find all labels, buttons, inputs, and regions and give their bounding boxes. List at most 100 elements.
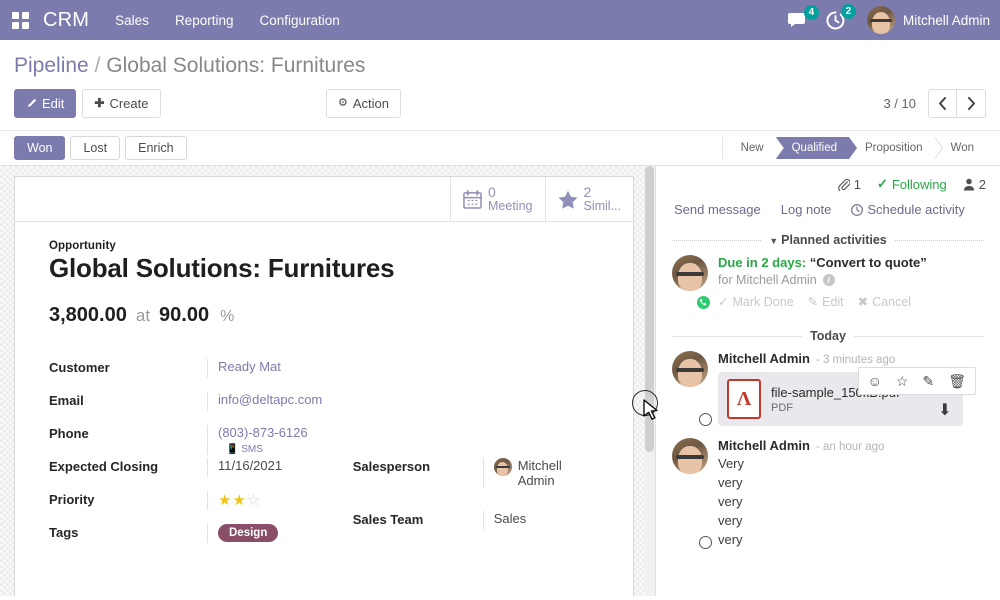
- mobile-icon: 📱: [226, 444, 239, 455]
- stage-new[interactable]: New: [724, 137, 784, 159]
- chatter-topbar: 1 ✓ Following 2: [656, 166, 1000, 196]
- message-item: Mitchell Admin - an hour ago Very very v…: [656, 436, 1000, 559]
- stage-won[interactable]: Won: [934, 137, 986, 159]
- apps-grid-icon[interactable]: [12, 11, 29, 29]
- similar-count: 2: [583, 184, 592, 201]
- following-toggle[interactable]: ✓ Following: [877, 176, 947, 192]
- create-button[interactable]: ✚ Create: [82, 89, 161, 118]
- followers-counter[interactable]: 2: [963, 177, 986, 192]
- clock-icon: [851, 203, 864, 216]
- expected-revenue-row: 3,800.00 at 90.00 %: [49, 304, 599, 327]
- log-note-button[interactable]: Log note: [780, 202, 832, 217]
- form-body: Opportunity Global Solutions: Furnitures…: [15, 222, 633, 567]
- activity-cancel-label: Cancel: [872, 294, 912, 309]
- user-name-label: Mitchell Admin: [902, 12, 990, 28]
- form-column-left: Customer Ready Mat Email info@deltapc.co…: [49, 359, 335, 557]
- star-filled-icon[interactable]: ★: [218, 492, 233, 509]
- star-icon: [558, 190, 577, 209]
- form-fields: Customer Ready Mat Email info@deltapc.co…: [49, 359, 599, 557]
- message-timestamp: - 3 minutes ago: [815, 354, 896, 366]
- send-message-button[interactable]: Send message: [674, 202, 761, 217]
- activity-edit-button[interactable]: ✎ Edit: [808, 294, 844, 310]
- activity-item: Due in 2 days: “Convert to quote” for Mi…: [656, 253, 1000, 317]
- breadcrumb-pipeline[interactable]: Pipeline: [14, 54, 89, 77]
- attachments-counter[interactable]: 1: [837, 176, 861, 192]
- form-scrollbar-thumb[interactable]: [645, 166, 654, 452]
- following-label: Following: [891, 176, 947, 192]
- app-brand-crm[interactable]: CRM: [43, 8, 90, 31]
- message-content: Mitchell Admin - an hour ago Very very v…: [718, 438, 984, 549]
- message-item: Mitchell Admin - 3 minutes ago Λ file-sa…: [656, 349, 1000, 436]
- star-icon[interactable]: ☆: [895, 373, 909, 389]
- divider-line: [894, 239, 984, 241]
- schedule-activity-button[interactable]: Schedule activity: [851, 202, 965, 217]
- today-divider-label: Today: [810, 329, 846, 343]
- field-value-phone[interactable]: (803)-873-6126: [218, 425, 308, 440]
- field-label-sales-team: Sales Team: [352, 512, 424, 527]
- emoji-icon[interactable]: ☺: [867, 373, 882, 389]
- attachments-count: 1: [853, 176, 861, 192]
- mark-done-label: Mark Done: [732, 294, 794, 309]
- action-button[interactable]: ⚙ Action: [326, 89, 402, 118]
- page-title[interactable]: Global Solutions: Furnitures: [49, 253, 395, 283]
- planned-activities-toggle[interactable]: ▼ Planned activities: [769, 233, 887, 247]
- message-header: Mitchell Admin - an hour ago: [718, 438, 984, 453]
- priority-stars[interactable]: ★★☆: [218, 492, 261, 509]
- avatar: [672, 255, 708, 291]
- activity-title: Due in 2 days: “Convert to quote”: [718, 255, 927, 270]
- message-body: Very very very very very: [718, 456, 745, 547]
- won-button[interactable]: Won: [14, 136, 66, 160]
- field-value-customer[interactable]: Ready Mat: [218, 359, 281, 374]
- star-empty-icon[interactable]: ☆: [246, 492, 262, 509]
- form-scrollbar[interactable]: [644, 166, 655, 596]
- menu-configuration[interactable]: Configuration: [259, 12, 340, 28]
- control-panel: Pipeline / Global Solutions: Furnitures …: [0, 40, 1000, 131]
- chatter-actions: Send message Log note Schedule activity: [656, 196, 1000, 227]
- lost-button[interactable]: Lost: [70, 136, 121, 160]
- percent-symbol: %: [220, 308, 235, 325]
- activity-cancel-button[interactable]: ✖ Cancel: [858, 294, 912, 310]
- sms-button[interactable]: 📱 SMS: [226, 444, 263, 455]
- stage-proposition[interactable]: Proposition: [849, 137, 943, 159]
- avatar: [672, 351, 708, 387]
- menu-sales[interactable]: Sales: [115, 12, 149, 28]
- status-badge: [699, 536, 712, 549]
- field-email: Email info@deltapc.com: [49, 392, 335, 425]
- stage-qualified[interactable]: Qualified: [775, 137, 858, 159]
- field-phone: Phone (803)-873-6126 📱 SMS: [49, 425, 335, 458]
- phone-icon: [695, 294, 712, 311]
- breadcrumb: Pipeline / Global Solutions: Furnitures: [14, 40, 986, 78]
- similar-label: Simil...: [583, 198, 622, 213]
- activities-clock-icon[interactable]: 2: [826, 3, 856, 30]
- messages-icon[interactable]: 4: [787, 4, 819, 29]
- menu-reporting[interactable]: Reporting: [174, 12, 234, 28]
- message-author: Mitchell Admin: [718, 351, 810, 366]
- mark-done-button[interactable]: ✓ Mark Done: [718, 294, 794, 310]
- message-header: Mitchell Admin - 3 minutes ago: [718, 351, 984, 366]
- user-icon: [963, 178, 974, 190]
- expected-revenue-value[interactable]: 3,800.00: [49, 304, 127, 326]
- pager-next-button[interactable]: [957, 89, 986, 118]
- activity-due-label: Due in 2 days:: [718, 255, 807, 270]
- download-icon[interactable]: ⬇: [938, 402, 952, 419]
- probability-value[interactable]: 90.00: [159, 304, 210, 326]
- user-menu[interactable]: Mitchell Admin: [866, 6, 990, 34]
- divider-line: [853, 335, 985, 337]
- pager-previous-button[interactable]: [928, 89, 957, 118]
- smart-button-meeting[interactable]: 0 Meeting: [450, 177, 544, 221]
- field-value-salesperson[interactable]: Mitchell Admin: [517, 458, 562, 488]
- edit-button[interactable]: Edit: [14, 89, 77, 118]
- field-value-expected-closing[interactable]: 11/16/2021: [218, 458, 283, 473]
- record-type-label: Opportunity: [49, 240, 116, 252]
- enrich-button[interactable]: Enrich: [125, 136, 187, 160]
- smart-button-similar[interactable]: 2 Simil...: [544, 177, 634, 221]
- top-navbar: CRM Sales Reporting Configuration 4 2 Mi…: [0, 0, 1000, 40]
- star-filled-icon[interactable]: ★: [232, 492, 247, 509]
- field-value-sales-team[interactable]: Sales: [493, 511, 527, 526]
- tag-design[interactable]: Design: [218, 524, 279, 542]
- pencil-icon[interactable]: ✎: [922, 373, 935, 389]
- trash-icon[interactable]: 🗑: [948, 373, 966, 389]
- field-value-email[interactable]: info@deltapc.com: [218, 392, 323, 407]
- avatar: [493, 458, 512, 476]
- info-icon[interactable]: i: [822, 274, 835, 286]
